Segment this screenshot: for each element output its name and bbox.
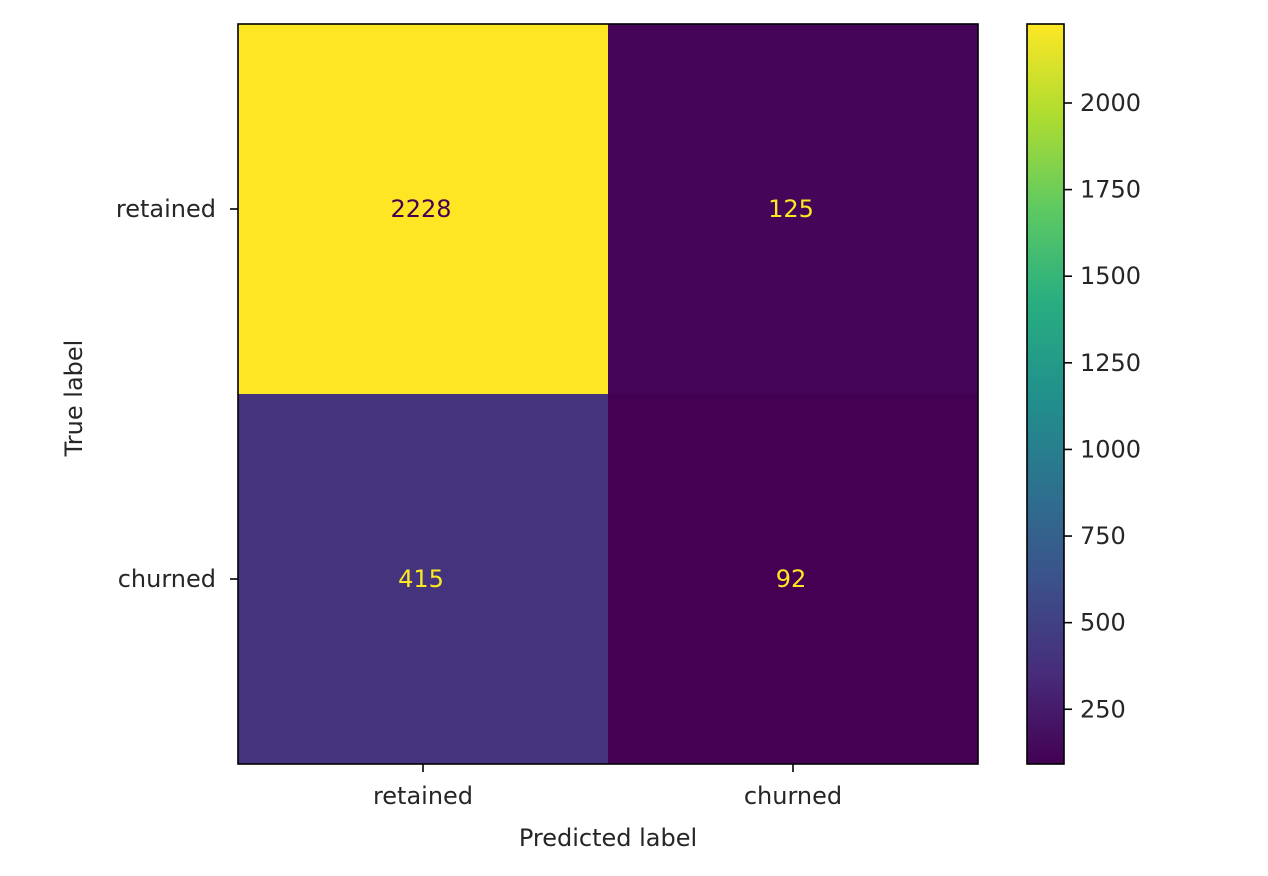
x-axis-ticks: retained churned: [373, 764, 842, 810]
cell-value-label: 125: [768, 195, 814, 223]
y-tick-label: churned: [118, 565, 216, 593]
heatmap-cell: [238, 394, 608, 764]
x-axis-title: Predicted label: [519, 824, 697, 852]
colorbar-tick-label: 250: [1080, 695, 1126, 723]
colorbar-tick-label: 2000: [1080, 89, 1141, 117]
y-axis-ticks: retained churned: [116, 195, 238, 593]
cell-value-label: 2228: [390, 195, 451, 223]
heatmap-cells: 2228 125 415 92: [238, 24, 978, 764]
cell-value-label: 415: [398, 565, 444, 593]
colorbar-tick-label: 1500: [1080, 262, 1141, 290]
heatmap-cell: [608, 24, 978, 394]
colorbar-tick-label: 1000: [1080, 435, 1141, 463]
x-tick-label: churned: [744, 782, 842, 810]
y-axis-title: True label: [60, 340, 88, 458]
heatmap-cell: [608, 394, 978, 764]
cell-value-label: 92: [776, 565, 807, 593]
colorbar-ticks: 250 500 750 1000 1250 1500 1750 2000: [1064, 89, 1141, 723]
colorbar-tick-label: 750: [1080, 522, 1126, 550]
y-tick-label: retained: [116, 195, 216, 223]
colorbar-tick-label: 1750: [1080, 176, 1141, 204]
x-tick-label: retained: [373, 782, 473, 810]
colorbar: [1026, 23, 1065, 765]
matrix-frame: [237, 23, 979, 765]
colorbar-tick-label: 1250: [1080, 349, 1141, 377]
colorbar-tick-label: 500: [1080, 609, 1126, 637]
heatmap-cell: [238, 24, 608, 394]
